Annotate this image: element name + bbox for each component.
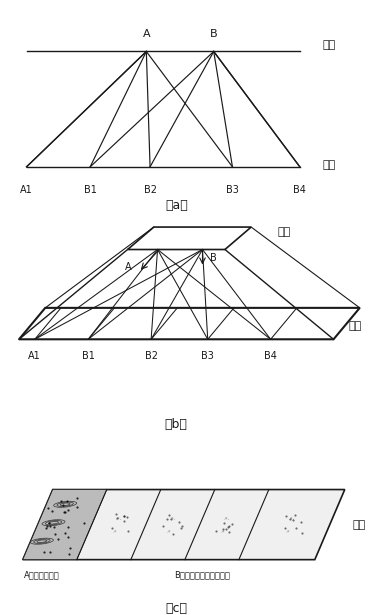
Text: （c）: （c）	[165, 602, 187, 615]
Text: 布面: 布面	[352, 520, 365, 530]
Text: B区域一个花区纹样花宽: B区域一个花区纹样花宽	[175, 571, 230, 580]
Text: A1: A1	[28, 351, 41, 360]
Text: ·*·: ·*·	[170, 517, 176, 522]
Text: A: A	[142, 29, 150, 39]
Text: B2: B2	[145, 351, 158, 360]
Text: B: B	[210, 253, 217, 263]
Text: B4: B4	[264, 351, 277, 360]
Text: B3: B3	[201, 351, 214, 360]
Text: ·*·: ·*·	[289, 517, 295, 522]
Polygon shape	[23, 490, 107, 560]
Text: （b）: （b）	[165, 418, 188, 431]
Text: ·*: ·*	[167, 530, 171, 534]
Text: 笼头: 笼头	[277, 226, 291, 237]
Text: ·*·: ·*·	[224, 517, 230, 522]
Text: 目板: 目板	[349, 321, 362, 331]
Text: ·*·: ·*·	[116, 517, 122, 522]
Text: B3: B3	[226, 185, 239, 196]
Text: B2: B2	[144, 185, 156, 196]
Text: A: A	[125, 263, 131, 272]
Text: ·*: ·*	[286, 530, 290, 534]
Text: 目板: 目板	[322, 160, 335, 170]
Text: ·*: ·*	[221, 530, 225, 534]
Polygon shape	[23, 490, 345, 560]
Text: ·*: ·*	[113, 530, 117, 534]
Text: B4: B4	[293, 185, 306, 196]
Text: B1: B1	[84, 185, 97, 196]
Text: B1: B1	[82, 351, 95, 360]
Text: A区域纹样花宽: A区域纹样花宽	[24, 571, 59, 580]
Text: 笼头: 笼头	[322, 41, 335, 50]
Text: （a）: （a）	[165, 199, 188, 212]
Text: A1: A1	[20, 185, 33, 196]
Text: B: B	[210, 29, 218, 39]
